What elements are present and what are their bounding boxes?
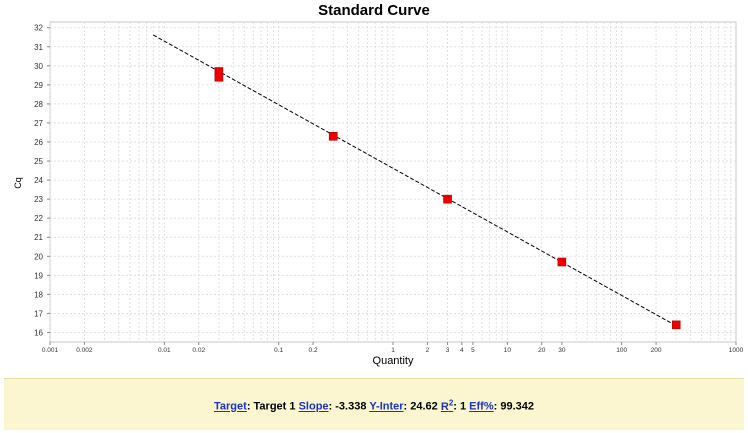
y-tick-label: 18	[34, 290, 43, 299]
y-tick-label: 17	[34, 309, 43, 318]
y-tick-label: 16	[34, 328, 43, 337]
x-tick-label: 1000	[729, 347, 744, 354]
y-tick-label: 22	[34, 214, 43, 223]
y-axis-label: Cq	[13, 177, 23, 189]
x-tick-label: 10	[504, 347, 512, 354]
data-point	[214, 72, 224, 82]
x-tick-label: 30	[558, 347, 566, 354]
y-tick-label: 20	[34, 252, 43, 261]
target-value: : Target 1	[246, 400, 296, 413]
y-tick-label: 30	[34, 62, 43, 71]
slope-link[interactable]: Slope	[298, 400, 329, 413]
fit-line-group	[153, 34, 677, 327]
fit-line	[153, 34, 677, 327]
y-tick-label: 28	[34, 100, 43, 109]
x-tick-label: 0.01	[158, 347, 171, 354]
y-tick-label: 25	[34, 157, 43, 166]
efficiency-link[interactable]: Eff%	[469, 400, 494, 413]
x-tick-label: 0.002	[76, 347, 93, 354]
x-tick-label: 5	[471, 347, 475, 354]
x-tick-label: 2	[426, 347, 430, 354]
r-squared-superscript: 2	[448, 398, 454, 407]
y-tick-label: 24	[34, 176, 43, 185]
y-tick-label: 26	[34, 138, 43, 147]
y-axis-ticks: 16 17 18 19 20 21 22 23 24 25 26 27 28 29 30 31 32	[34, 24, 50, 337]
y-tick-label: 32	[34, 24, 43, 33]
r-squared-value: : 1	[453, 400, 467, 413]
r-squared-label: R	[440, 400, 449, 413]
x-tick-label: 20	[538, 347, 546, 354]
r-squared-link[interactable]: R2	[440, 398, 454, 413]
efficiency-value: : 99.342	[493, 400, 534, 413]
chart-svg: 0.001 0.002 0.01 0.02 0.1 0.2 1 2 3 4 5 10 20 30 100 20…	[13, 21, 744, 367]
y-tick-label: 23	[34, 195, 43, 204]
x-tick-label: 3	[446, 347, 450, 354]
y-tick-label: 31	[34, 43, 43, 52]
data-point	[443, 194, 452, 204]
y-intercept-value: : 24.62	[403, 400, 438, 413]
chart-title: Standard Curve	[318, 2, 430, 19]
standard-curve-chart: Standard Curve 0.001 0.002 0.01 0.02 0.1 0.2 1…	[13, 2, 744, 367]
results-line: Target: Target 1 Slope: -3.338 Y-Inter: …	[4, 398, 744, 413]
x-axis-ticks: 0.001 0.002 0.01 0.02 0.1 0.2 1 2 3 4 5 10 20 30 100 20…	[42, 342, 744, 354]
data-point	[328, 131, 338, 141]
x-tick-label: 0.001	[42, 347, 59, 354]
y-tick-label: 21	[34, 233, 43, 242]
slope-value: : -3.338	[328, 400, 367, 413]
x-tick-label: 1	[391, 347, 395, 354]
y-tick-label: 29	[34, 81, 43, 90]
x-tick-label: 4	[460, 347, 464, 354]
y-tick-label: 27	[34, 119, 43, 128]
x-tick-label: 0.2	[309, 347, 318, 354]
results-footer: Target: Target 1 Slope: -3.338 Y-Inter: …	[4, 378, 744, 430]
data-point	[671, 320, 681, 330]
y-tick-label: 19	[34, 271, 43, 280]
data-points	[214, 67, 681, 330]
x-tick-label: 0.02	[192, 347, 205, 354]
x-axis-label: Quantity	[373, 355, 414, 367]
y-intercept-link[interactable]: Y-Inter	[369, 400, 404, 413]
data-point	[557, 257, 567, 267]
x-tick-label: 100	[616, 347, 627, 354]
target-link[interactable]: Target	[214, 400, 247, 413]
x-tick-label: 0.1	[274, 347, 283, 354]
x-tick-label: 200	[651, 347, 662, 354]
